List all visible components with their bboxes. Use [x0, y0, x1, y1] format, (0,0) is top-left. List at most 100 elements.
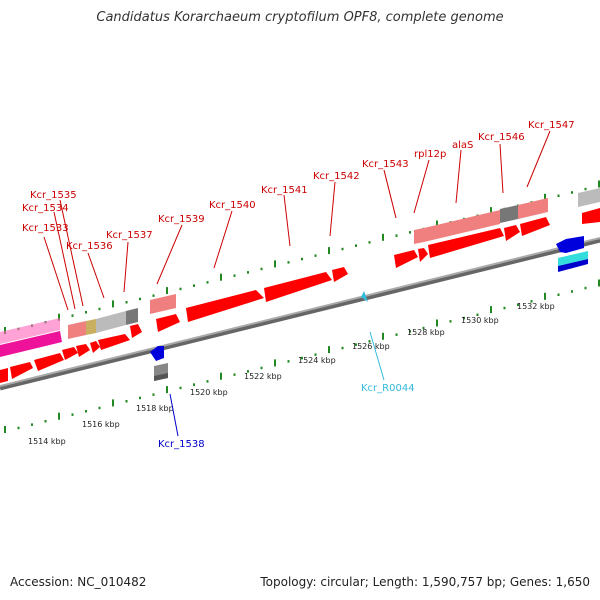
lower-tick-track — [4, 279, 600, 433]
ruler-tick — [112, 399, 114, 407]
gene-label: Kcr_1533 — [22, 223, 69, 234]
gene-feature — [582, 208, 600, 224]
gene-feature — [150, 346, 164, 361]
gene-label: Kcr_1539 — [158, 214, 205, 225]
gene-label: Kcr_1542 — [313, 171, 360, 182]
ruler-tick — [476, 313, 479, 316]
ruler-tick — [463, 316, 465, 320]
gene-feature — [414, 228, 424, 244]
ruler-label: 1520 kbp — [190, 388, 228, 397]
gene-feature — [428, 228, 504, 258]
gene-label: Kcr_1537 — [106, 230, 153, 241]
genome-summary-text: Topology: circular; Length: 1,590,757 bp… — [260, 575, 590, 589]
ruler-tick — [584, 286, 587, 290]
gene-feature — [154, 373, 168, 381]
ruler-tick — [193, 383, 195, 386]
ruler-tick — [530, 300, 533, 303]
ruler-labels: 1514 kbp 1516 kbp 1518 kbp 1520 kbp 1522… — [28, 302, 555, 446]
gene-label: Kcr_1540 — [209, 200, 256, 211]
gene-feature — [518, 198, 548, 219]
ruler-tick — [247, 370, 249, 373]
ruler-label: 1522 kbp — [244, 372, 282, 381]
ruler-tick — [490, 207, 492, 215]
gene-feature — [130, 324, 142, 338]
ruler-tick — [409, 231, 411, 234]
gene-feature — [558, 259, 588, 272]
ruler-tick — [301, 257, 303, 261]
gene-feature — [62, 347, 78, 360]
gene-feature — [86, 319, 96, 335]
ruler-tick — [71, 413, 74, 416]
gene-feature — [98, 334, 130, 350]
ruler-tick — [382, 332, 384, 340]
ruler-tick — [449, 320, 452, 323]
ruler-tick — [58, 412, 60, 420]
gene-feature — [556, 236, 584, 253]
ruler-tick — [179, 287, 182, 291]
ruler-tick — [341, 247, 344, 251]
gene-feature — [96, 311, 126, 333]
ruler-tick — [220, 372, 222, 380]
ruler-tick — [436, 319, 438, 327]
gene-feature — [90, 341, 100, 353]
ruler-tick — [557, 194, 560, 197]
ruler-tick — [368, 340, 371, 343]
ruler-tick — [355, 244, 357, 247]
ruler-tick — [233, 373, 236, 376]
ruler-tick — [598, 180, 600, 188]
ruler-tick — [341, 346, 344, 350]
ruler-tick — [206, 380, 209, 383]
gene-feature — [361, 291, 368, 302]
gene-feature — [0, 368, 8, 383]
gene-feature — [578, 188, 600, 207]
ruler-tick — [220, 273, 222, 281]
ruler-tick — [4, 327, 6, 334]
gene-labels-bottom: Kcr_1538 Kcr_R0044 — [158, 383, 415, 450]
ruler-tick — [422, 326, 425, 330]
backbone — [0, 237, 600, 391]
gene-label: Kcr_1546 — [478, 132, 525, 143]
gene-feature — [424, 210, 500, 242]
ruler-tick — [287, 360, 290, 363]
ruler-tick — [31, 423, 33, 426]
gene-labels-top: Kcr_1533 Kcr_1534 Kcr_1535 Kcr_1536 Kcr_… — [22, 120, 575, 252]
gene-feature — [34, 353, 64, 371]
ruler-tick — [382, 233, 384, 241]
ruler-tick — [517, 303, 519, 306]
ruler-tick — [395, 234, 398, 237]
ruler-tick — [368, 241, 371, 244]
gene-feature — [150, 294, 176, 314]
ruler-tick — [314, 353, 317, 356]
ruler-label: 1518 kbp — [136, 404, 174, 413]
ruler-label: 1516 kbp — [82, 420, 120, 429]
ruler-tick — [544, 193, 546, 201]
ruler-tick — [571, 191, 573, 194]
ruler-tick — [544, 292, 546, 300]
ruler-tick — [139, 396, 141, 400]
ruler-tick — [112, 300, 114, 308]
ruler-tick — [260, 267, 263, 271]
ruler-tick — [125, 400, 128, 403]
ruler-tick — [328, 247, 330, 255]
gene-feature — [500, 205, 518, 223]
ruler-label: 1524 kbp — [298, 356, 336, 365]
gene-label: Kcr_1538 — [158, 439, 205, 450]
ruler-tick — [274, 260, 276, 268]
gene-feature — [0, 331, 62, 357]
ruler-tick — [152, 294, 155, 297]
map-title: Candidatus Korarchaeum cryptofilum OPF8,… — [96, 10, 504, 25]
ruler-tick — [166, 386, 168, 394]
ruler-tick — [287, 261, 290, 264]
ruler-label: 1526 kbp — [352, 342, 390, 351]
ruler-tick — [598, 279, 600, 287]
ruler-label: 1530 kbp — [461, 316, 499, 325]
ruler-tick — [274, 359, 276, 367]
ruler-tick — [314, 254, 317, 257]
ruler-tick — [503, 306, 506, 310]
ruler-tick — [260, 366, 263, 370]
ruler-label: 1514 kbp — [28, 437, 66, 446]
gene-feature — [504, 225, 520, 241]
gene-feature — [558, 251, 588, 266]
ruler-tick — [4, 426, 6, 433]
